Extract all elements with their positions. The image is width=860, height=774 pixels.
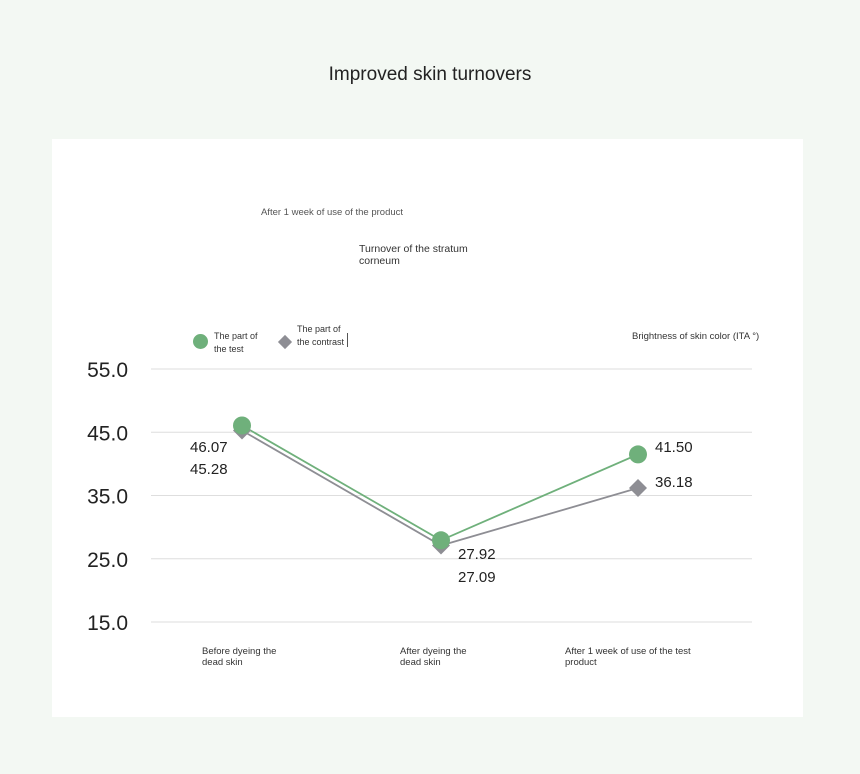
x-tick-label: After 1 week of use of the test product (565, 646, 691, 668)
legend-test-circle-icon (193, 334, 208, 349)
y-tick-label: 55.0 (87, 359, 128, 382)
data-label: 46.07 (190, 439, 228, 456)
legend-divider (347, 333, 348, 347)
page-title: Improved skin turnovers (328, 64, 532, 85)
y-tick-label: 15.0 (87, 612, 128, 635)
x-tick-label: After dyeing the dead skin (400, 646, 467, 668)
y-axis-label: Brightness of skin color (ITA °) (632, 331, 760, 342)
data-label: 27.92 (458, 546, 496, 563)
data-label: 41.50 (655, 439, 693, 456)
data-point-test (629, 445, 647, 464)
line-chart: 55.0 45.0 35.0 25.0 15.0 46.07 27.92 41.50 45.2… (87, 359, 752, 635)
y-tick-label: 25.0 (87, 549, 128, 572)
data-point-contrast (629, 479, 647, 498)
y-tick-label: 45.0 (87, 422, 128, 445)
legend-contrast-label: The part of the contrast (297, 324, 345, 347)
series-line-contrast (241, 429, 639, 547)
series-line-test (241, 424, 639, 542)
y-tick-label: 35.0 (87, 486, 128, 509)
chart-subtitle: After 1 week of use of the product (260, 207, 404, 218)
legend-test-label: The part of the test (214, 331, 258, 354)
chart-caption: Turnover of the stratum corneum (359, 243, 468, 267)
data-label: 36.18 (655, 474, 693, 491)
data-label: 27.09 (458, 569, 496, 586)
data-point-test (233, 416, 251, 435)
data-point-test (432, 531, 450, 550)
chart-card: After 1 week of use of the product Turno… (52, 139, 803, 717)
x-tick-label: Before dyeing the dead skin (202, 646, 277, 668)
data-label: 45.28 (190, 461, 228, 478)
